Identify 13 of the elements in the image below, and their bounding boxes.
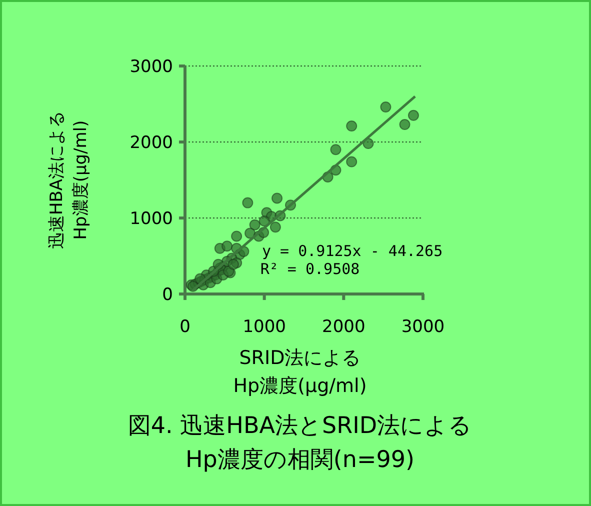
- text: 図4. 迅速HBA法とSRID法による Hp濃度の相関(n=99): [128, 413, 472, 473]
- y-tick-label: 0: [162, 285, 173, 305]
- y-tick-label: 3000: [130, 57, 173, 77]
- y-tick-label: 2000: [130, 133, 173, 153]
- y-axis-title: 迅速HBA法による Hp濃度(μg/ml): [47, 110, 91, 250]
- x-tick-label: 1000: [242, 317, 286, 337]
- x-tick-label: 0: [180, 317, 190, 337]
- annotation: y = 0.9125x - 44.265: [262, 242, 443, 260]
- y-tick-label: 1000: [130, 209, 173, 229]
- x-axis-title: SRID法による Hp濃度(μg/ml): [233, 347, 367, 397]
- x-tick-label: 3000: [401, 317, 445, 337]
- x-tick-label: 2000: [322, 317, 366, 337]
- annotation: R² = 0.9508: [260, 260, 360, 278]
